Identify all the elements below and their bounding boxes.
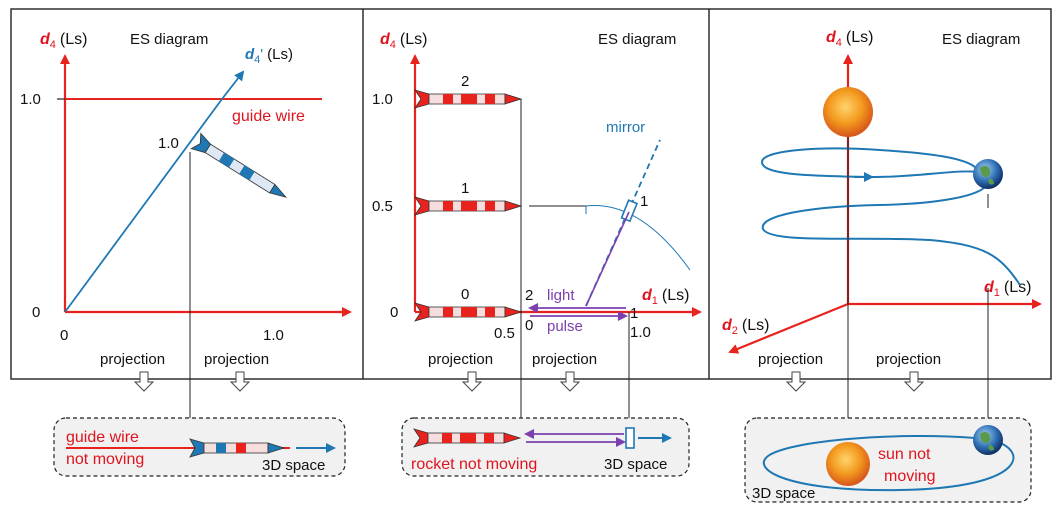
p3-bottom-orbit <box>762 435 1015 492</box>
p3-bottom-sun <box>826 442 870 486</box>
p1-bottom-label-2: not moving <box>66 451 144 468</box>
p3-3d-space-box: sun not moving 3D space <box>744 417 1032 503</box>
panel-2: ES diagram d4 (Ls) 1.0 0.5 0 2 1 0 mirror… <box>372 31 702 420</box>
p1-x-tick-1: 1.0 <box>263 327 284 344</box>
p2-rocket-2 <box>414 89 522 109</box>
p3-3d-space: 3D space <box>752 485 815 502</box>
p2-y-tick-0: 0 <box>390 304 398 321</box>
p2-rocket-1-label: 1 <box>461 180 469 197</box>
p1-es-title: ES diagram <box>130 31 208 48</box>
p2-bottom-label: rocket not moving <box>411 456 537 473</box>
p3-bottom-label-2: moving <box>884 468 936 485</box>
p2-down-arrow-2 <box>559 371 581 392</box>
panel-3: ES diagram d4 (Ls) d1 (Ls) d2 (Ls) projecti… <box>722 29 1042 430</box>
p2-rocket-2-label: 2 <box>461 73 469 90</box>
p1-d4prime-label: d4' (Ls) <box>245 46 293 66</box>
p1-y-tick-0: 0 <box>32 304 40 321</box>
p3-down-arrow-2 <box>903 371 925 392</box>
p3-d1-label: d1 (Ls) <box>984 279 1031 299</box>
p3-sun <box>823 87 873 137</box>
p1-d4prime-arrow <box>221 70 245 100</box>
p1-x-tick-0: 0 <box>60 327 68 344</box>
p1-rocket <box>190 132 288 198</box>
p2-x-tick-1: 1.0 <box>630 324 651 341</box>
p1-d4-label: d4 (Ls) <box>40 31 87 51</box>
p2-light-path <box>585 211 630 307</box>
p2-down-arrow-1 <box>461 371 483 392</box>
p3-d2-label: d2 (Ls) <box>722 317 769 337</box>
p2-rocket-0-label: 0 <box>461 286 469 303</box>
p2-pulse-time-1: 1 <box>630 305 638 322</box>
p2-3d-space-box: rocket not moving 3D space <box>401 417 690 477</box>
p2-y-tick-05: 0.5 <box>372 198 393 215</box>
p1-projection-1: projection <box>100 351 165 368</box>
p2-mirror-label: mirror <box>606 119 645 136</box>
p2-y-tick-1: 1.0 <box>372 91 393 108</box>
p3-es-title: ES diagram <box>942 31 1020 48</box>
p3-projection-2: projection <box>876 351 941 368</box>
p2-bottom-mirror <box>625 427 635 449</box>
p1-down-arrow-2 <box>229 371 251 392</box>
p2-x-tick-05: 0.5 <box>494 325 515 342</box>
p2-pulse-time-2: 2 <box>525 287 533 304</box>
p1-3d-space: 3D space <box>262 457 325 474</box>
p1-bottom-label-1: guide wire <box>66 429 139 446</box>
p3-d2-axis <box>728 302 849 354</box>
p1-bottom-rocket <box>189 438 286 458</box>
panel-frames <box>10 8 1052 380</box>
p2-projection-1: projection <box>428 351 493 368</box>
p2-rocket-1 <box>414 196 522 216</box>
p2-mirror-time: 1 <box>640 193 648 210</box>
p2-mirror <box>620 199 639 223</box>
p2-pulse-time-0: 0 <box>525 317 533 334</box>
p1-world-line <box>64 98 223 313</box>
p3-down-arrow-1 <box>785 371 807 392</box>
p2-d1-label: d1 (Ls) <box>642 287 689 307</box>
p2-es-title: ES diagram <box>598 31 676 48</box>
panel-1: ES diagram d4 (Ls) 1.0 0 0 1.0 guide wire… <box>20 31 352 420</box>
p2-pulse-label: pulse <box>547 318 583 335</box>
p2-d4-label: d4 (Ls) <box>380 31 427 51</box>
p1-down-arrow-1 <box>133 371 155 392</box>
p3-projection-1: projection <box>758 351 823 368</box>
p1-projection-2: projection <box>204 351 269 368</box>
p3-bottom-label-1: sun not <box>878 446 931 463</box>
p1-y-tick-1: 1.0 <box>20 91 41 108</box>
p3-d4-label: d4 (Ls) <box>826 29 873 49</box>
p2-light-label: light <box>547 287 575 304</box>
p1-rocket-time: 1.0 <box>158 135 179 152</box>
p1-guide-wire-label: guide wire <box>232 108 305 125</box>
p2-rocket-0 <box>414 302 522 322</box>
p2-projection-2: projection <box>532 351 597 368</box>
p2-3d-space: 3D space <box>604 456 667 473</box>
p1-3d-space-box: guide wire not moving 3D space <box>53 417 346 477</box>
